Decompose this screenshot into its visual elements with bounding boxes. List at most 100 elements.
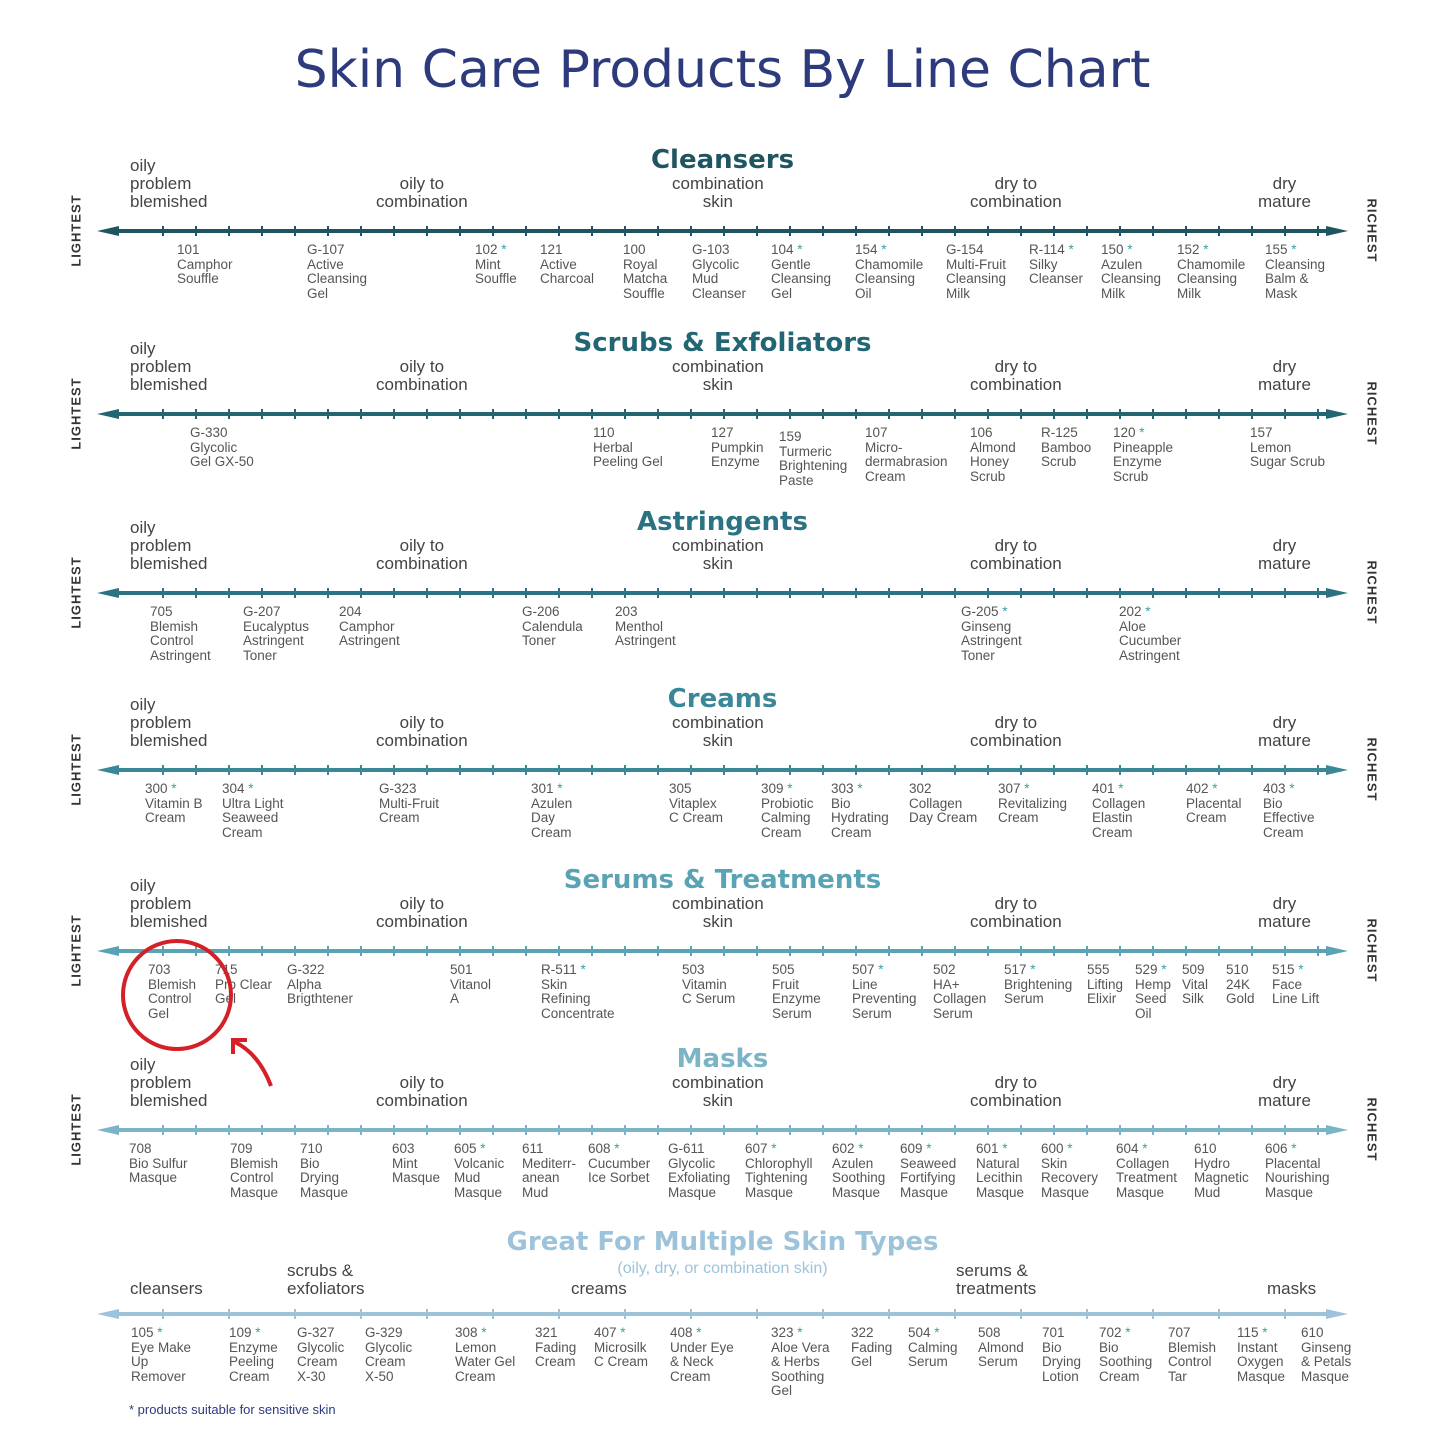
axis-tick [426,588,428,598]
product-number: 611 [522,1141,544,1156]
product-name: Bio Soothing Cream [1099,1339,1153,1384]
section-title: Great For Multiple Skin Types [506,1227,939,1257]
axis-tick [294,765,296,775]
product-label: 110 Herbal Peeling Gel [593,425,663,470]
skin-type-label: oily problem blemished [130,518,208,573]
axis-tick [162,1309,164,1319]
product-label: 115 * Instant Oxygen Masque [1237,1325,1285,1384]
product-name: Collagen Elastin Cream [1092,795,1146,840]
product-name: Glycolic Mud Cleanser [692,256,747,301]
product-name: Menthol Astringent [615,618,676,648]
product-label: 300 * Vitamin B Cream [145,781,203,826]
axis-lightest-label: LIGHTEST [68,377,84,450]
product-name: Cucumber Ice Sorbet [588,1155,651,1185]
sensitive-star-icon: * [767,1141,777,1156]
product-name: Multi-Fruit Cream [379,795,439,825]
axis-tick [888,765,890,775]
axis-lightest-label: LIGHTEST [68,733,84,806]
axis-tick [1251,946,1253,956]
section-title: Creams [667,684,778,714]
product-name: Vitaplex C Cream [669,795,724,825]
product-number: 604 * [1116,1141,1148,1156]
axis-tick [591,765,593,775]
axis-tick [1218,409,1220,419]
axis-tick [1086,1125,1088,1135]
axis-tick [327,765,329,775]
axis-tick [525,588,527,598]
sensitive-star-icon: * [1157,962,1167,977]
product-number: 507 * [852,962,884,977]
product-number: 701 [1042,1325,1065,1340]
product-number: 515 * [1272,962,1304,977]
axis-arrow-right-icon [1326,946,1348,956]
product-type-label: serums & treatments [956,1261,1037,1298]
product-name: Lemon Water Gel Cream [455,1339,516,1384]
product-name: Brightening Serum [1004,976,1073,1006]
axis-tick [459,1125,461,1135]
axis-tick [261,765,263,775]
product-label: G-322 Alpha Brigthtener [287,962,353,1007]
sensitive-star-icon: * [1285,781,1295,796]
product-name: Placental Cream [1186,795,1242,825]
axis-tick [1284,946,1286,956]
axis-tick [426,1309,428,1319]
sensitive-star-icon: * [692,1325,702,1340]
axis-tick [822,588,824,598]
axis-tick [756,765,758,775]
axis-tick [294,1309,296,1319]
sensitive-star-icon: * [1020,781,1030,796]
product-name: Bio Hydrating Cream [831,795,889,840]
product-label: G-329 Glycolic Cream X-50 [365,1325,413,1384]
axis-tick [921,409,923,419]
product-name: Mint Souffle [475,256,517,286]
product-number: 152 * [1177,242,1209,257]
axis-tick [921,946,923,956]
product-number: 121 [540,242,563,257]
sensitive-star-icon: * [922,1141,932,1156]
axis-richest-label: RICHEST [1364,560,1380,625]
axis-tick [195,1125,197,1135]
axis-tick [1284,409,1286,419]
sensitive-star-icon: * [1141,604,1151,619]
product-number: 705 [150,604,173,619]
product-name: Vitanol A [450,976,492,1006]
axis-tick [1152,1309,1154,1319]
product-number: G-206 [522,604,560,619]
axis-tick [393,946,395,956]
product-name: Glycolic Cream X-50 [365,1339,413,1384]
product-name: Collagen Treatment Masque [1116,1155,1178,1200]
axis-tick [789,588,791,598]
product-name: Almond Serum [978,1339,1024,1369]
product-name: Active Charcoal [540,256,595,286]
product-label: 159 Turmeric Brightening Paste [779,429,847,488]
product-label: 401 * Collagen Elastin Cream [1092,781,1146,840]
skin-type-label: dry mature [1258,357,1311,394]
product-label: 503 Vitamin C Serum [682,962,735,1007]
product-number: R-125 [1041,425,1078,440]
product-label: 127 Pumpkin Enzyme [711,425,764,470]
product-name: Calming Serum [908,1339,958,1369]
product-name: HA+ Collagen Serum [933,976,987,1021]
axis-lightest-label: LIGHTEST [68,194,84,267]
axis-tick [459,409,461,419]
skin-type-label: combination skin [672,894,764,931]
product-label: 710 Bio Drying Masque [300,1141,348,1200]
skin-type-label: oily to combination [376,536,468,573]
product-label: G-107 Active Cleansing Gel [307,242,367,301]
product-name: Skin Recovery Masque [1041,1155,1099,1200]
product-number: 304 * [222,781,254,796]
product-number: R-511 * [541,962,586,977]
product-number: G-611 [668,1141,705,1156]
product-name: Almond Honey Scrub [970,439,1016,484]
product-number: 605 * [454,1141,486,1156]
axis-tick [822,946,824,956]
axis-tick [1086,765,1088,775]
axis-tick [261,226,263,236]
product-number: 302 [909,781,932,796]
product-name: Line Preventing Serum [852,976,917,1021]
product-label: 109 * Enzyme Peeling Cream [229,1325,278,1384]
axis-tick [1284,1125,1286,1135]
product-number: 321 [535,1325,558,1340]
product-number: G-207 [243,604,281,619]
product-label: 204 Camphor Astringent [339,604,400,649]
